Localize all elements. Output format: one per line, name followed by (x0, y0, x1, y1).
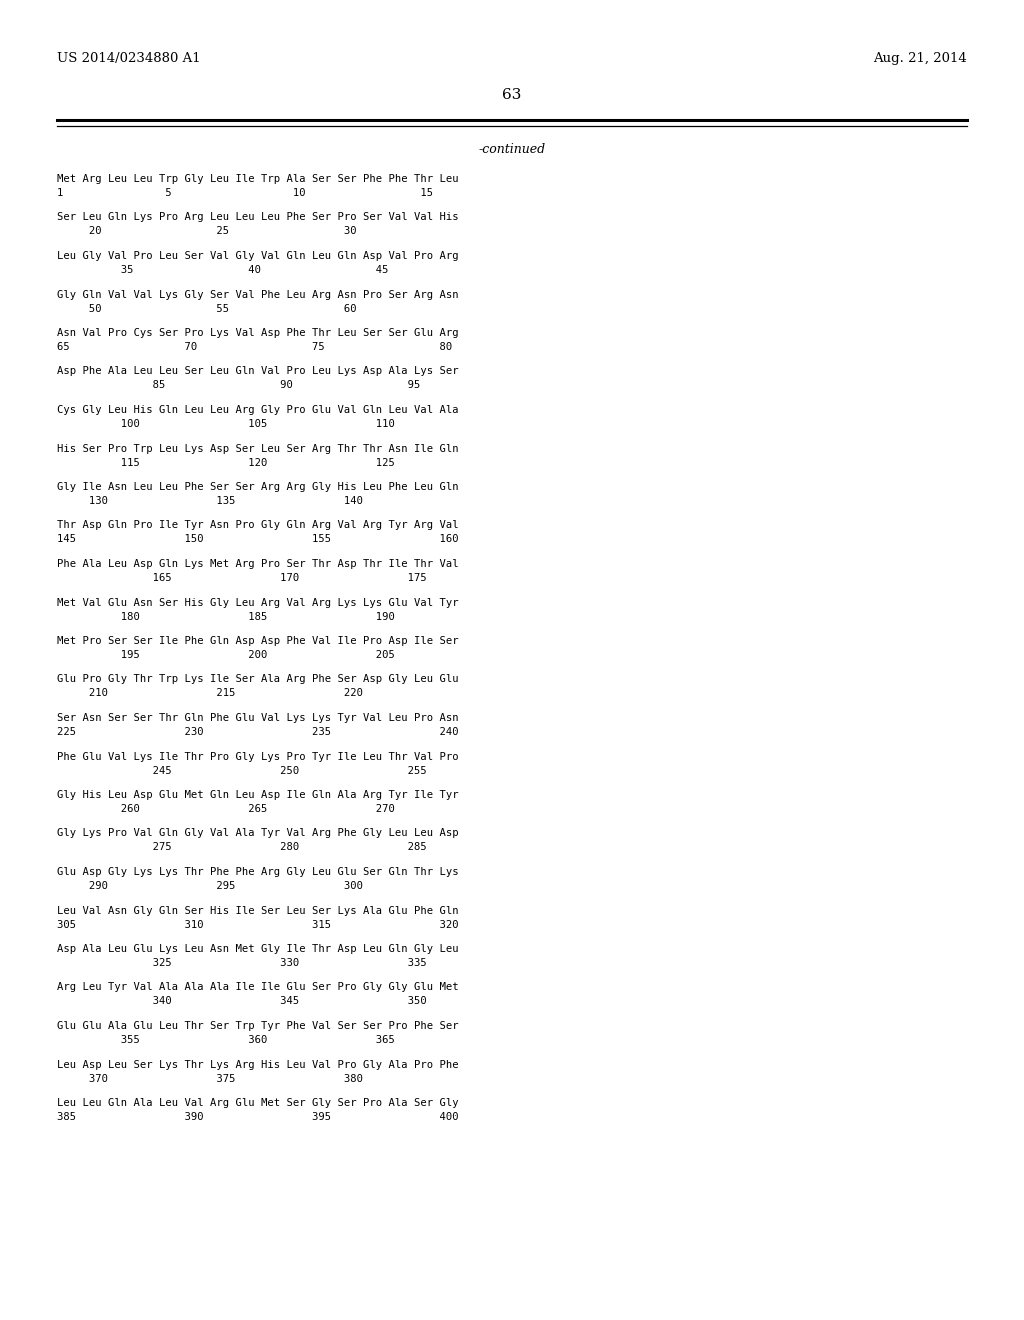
Text: 85                  90                  95: 85 90 95 (57, 380, 421, 391)
Text: Phe Glu Val Lys Ile Thr Pro Gly Lys Pro Tyr Ile Leu Thr Val Pro: Phe Glu Val Lys Ile Thr Pro Gly Lys Pro … (57, 751, 459, 762)
Text: 165                 170                 175: 165 170 175 (57, 573, 427, 583)
Text: Leu Leu Gln Ala Leu Val Arg Glu Met Ser Gly Ser Pro Ala Ser Gly: Leu Leu Gln Ala Leu Val Arg Glu Met Ser … (57, 1098, 459, 1107)
Text: 210                 215                 220: 210 215 220 (57, 689, 362, 698)
Text: Met Arg Leu Leu Trp Gly Leu Ile Trp Ala Ser Ser Phe Phe Thr Leu: Met Arg Leu Leu Trp Gly Leu Ile Trp Ala … (57, 174, 459, 183)
Text: 115                 120                 125: 115 120 125 (57, 458, 395, 467)
Text: Arg Leu Tyr Val Ala Ala Ala Ile Ile Glu Ser Pro Gly Gly Glu Met: Arg Leu Tyr Val Ala Ala Ala Ile Ile Glu … (57, 982, 459, 993)
Text: 275                 280                 285: 275 280 285 (57, 842, 427, 853)
Text: Glu Asp Gly Lys Lys Thr Phe Phe Arg Gly Leu Glu Ser Gln Thr Lys: Glu Asp Gly Lys Lys Thr Phe Phe Arg Gly … (57, 867, 459, 876)
Text: Gly Lys Pro Val Gln Gly Val Ala Tyr Val Arg Phe Gly Leu Leu Asp: Gly Lys Pro Val Gln Gly Val Ala Tyr Val … (57, 829, 459, 838)
Text: Glu Glu Ala Glu Leu Thr Ser Trp Tyr Phe Val Ser Ser Pro Phe Ser: Glu Glu Ala Glu Leu Thr Ser Trp Tyr Phe … (57, 1020, 459, 1031)
Text: Met Pro Ser Ser Ile Phe Gln Asp Asp Phe Val Ile Pro Asp Ile Ser: Met Pro Ser Ser Ile Phe Gln Asp Asp Phe … (57, 636, 459, 645)
Text: -continued: -continued (478, 143, 546, 156)
Text: 180                 185                 190: 180 185 190 (57, 611, 395, 622)
Text: 245                 250                 255: 245 250 255 (57, 766, 427, 776)
Text: Gly Ile Asn Leu Leu Phe Ser Ser Arg Arg Gly His Leu Phe Leu Gln: Gly Ile Asn Leu Leu Phe Ser Ser Arg Arg … (57, 482, 459, 492)
Text: Cys Gly Leu His Gln Leu Leu Arg Gly Pro Glu Val Gln Leu Val Ala: Cys Gly Leu His Gln Leu Leu Arg Gly Pro … (57, 405, 459, 414)
Text: Ser Asn Ser Ser Thr Gln Phe Glu Val Lys Lys Tyr Val Leu Pro Asn: Ser Asn Ser Ser Thr Gln Phe Glu Val Lys … (57, 713, 459, 723)
Text: 385                 390                 395                 400: 385 390 395 400 (57, 1111, 459, 1122)
Text: Gly Gln Val Val Lys Gly Ser Val Phe Leu Arg Asn Pro Ser Arg Asn: Gly Gln Val Val Lys Gly Ser Val Phe Leu … (57, 289, 459, 300)
Text: 305                 310                 315                 320: 305 310 315 320 (57, 920, 459, 929)
Text: 20                  25                  30: 20 25 30 (57, 227, 356, 236)
Text: 1                5                   10                  15: 1 5 10 15 (57, 187, 433, 198)
Text: 260                 265                 270: 260 265 270 (57, 804, 395, 814)
Text: 370                 375                 380: 370 375 380 (57, 1073, 362, 1084)
Text: 130                 135                 140: 130 135 140 (57, 496, 362, 506)
Text: Aug. 21, 2014: Aug. 21, 2014 (873, 51, 967, 65)
Text: 290                 295                 300: 290 295 300 (57, 880, 362, 891)
Text: Leu Asp Leu Ser Lys Thr Lys Arg His Leu Val Pro Gly Ala Pro Phe: Leu Asp Leu Ser Lys Thr Lys Arg His Leu … (57, 1060, 459, 1069)
Text: Leu Val Asn Gly Gln Ser His Ile Ser Leu Ser Lys Ala Glu Phe Gln: Leu Val Asn Gly Gln Ser His Ile Ser Leu … (57, 906, 459, 916)
Text: 325                 330                 335: 325 330 335 (57, 958, 427, 968)
Text: 50                  55                  60: 50 55 60 (57, 304, 356, 314)
Text: 35                  40                  45: 35 40 45 (57, 265, 388, 275)
Text: Thr Asp Gln Pro Ile Tyr Asn Pro Gly Gln Arg Val Arg Tyr Arg Val: Thr Asp Gln Pro Ile Tyr Asn Pro Gly Gln … (57, 520, 459, 531)
Text: Gly His Leu Asp Glu Met Gln Leu Asp Ile Gln Ala Arg Tyr Ile Tyr: Gly His Leu Asp Glu Met Gln Leu Asp Ile … (57, 789, 459, 800)
Text: 63: 63 (503, 88, 521, 102)
Text: 340                 345                 350: 340 345 350 (57, 997, 427, 1006)
Text: Asp Phe Ala Leu Leu Ser Leu Gln Val Pro Leu Lys Asp Ala Lys Ser: Asp Phe Ala Leu Leu Ser Leu Gln Val Pro … (57, 367, 459, 376)
Text: 355                 360                 365: 355 360 365 (57, 1035, 395, 1045)
Text: US 2014/0234880 A1: US 2014/0234880 A1 (57, 51, 201, 65)
Text: Asn Val Pro Cys Ser Pro Lys Val Asp Phe Thr Leu Ser Ser Glu Arg: Asn Val Pro Cys Ser Pro Lys Val Asp Phe … (57, 327, 459, 338)
Text: Glu Pro Gly Thr Trp Lys Ile Ser Ala Arg Phe Ser Asp Gly Leu Glu: Glu Pro Gly Thr Trp Lys Ile Ser Ala Arg … (57, 675, 459, 685)
Text: His Ser Pro Trp Leu Lys Asp Ser Leu Ser Arg Thr Thr Asn Ile Gln: His Ser Pro Trp Leu Lys Asp Ser Leu Ser … (57, 444, 459, 454)
Text: Asp Ala Leu Glu Lys Leu Asn Met Gly Ile Thr Asp Leu Gln Gly Leu: Asp Ala Leu Glu Lys Leu Asn Met Gly Ile … (57, 944, 459, 954)
Text: 65                  70                  75                  80: 65 70 75 80 (57, 342, 453, 352)
Text: Leu Gly Val Pro Leu Ser Val Gly Val Gln Leu Gln Asp Val Pro Arg: Leu Gly Val Pro Leu Ser Val Gly Val Gln … (57, 251, 459, 261)
Text: Met Val Glu Asn Ser His Gly Leu Arg Val Arg Lys Lys Glu Val Tyr: Met Val Glu Asn Ser His Gly Leu Arg Val … (57, 598, 459, 607)
Text: 225                 230                 235                 240: 225 230 235 240 (57, 727, 459, 737)
Text: Phe Ala Leu Asp Gln Lys Met Arg Pro Ser Thr Asp Thr Ile Thr Val: Phe Ala Leu Asp Gln Lys Met Arg Pro Ser … (57, 558, 459, 569)
Text: 100                 105                 110: 100 105 110 (57, 418, 395, 429)
Text: 195                 200                 205: 195 200 205 (57, 649, 395, 660)
Text: 145                 150                 155                 160: 145 150 155 160 (57, 535, 459, 544)
Text: Ser Leu Gln Lys Pro Arg Leu Leu Leu Phe Ser Pro Ser Val Val His: Ser Leu Gln Lys Pro Arg Leu Leu Leu Phe … (57, 213, 459, 223)
